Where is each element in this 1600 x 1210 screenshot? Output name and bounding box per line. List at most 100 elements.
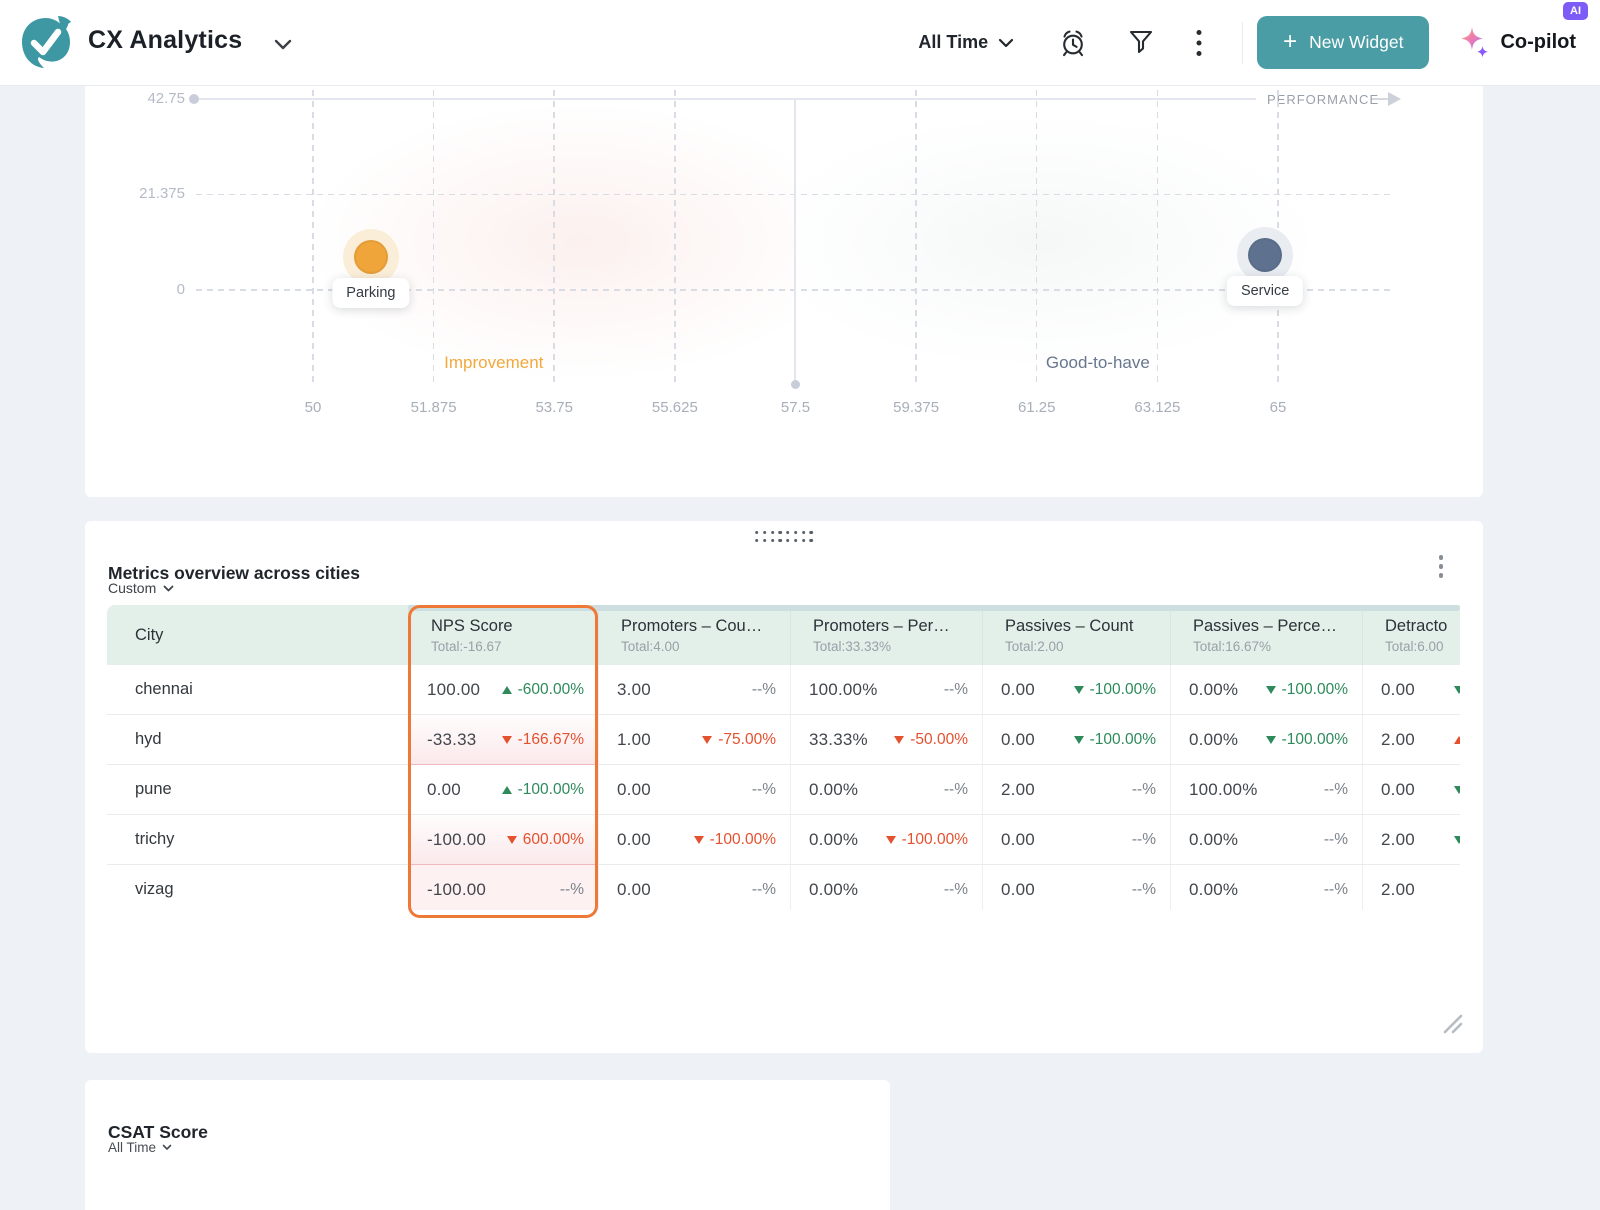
- column-label: NPS Score: [431, 616, 513, 635]
- column-header-4[interactable]: Passives – Count Total:2.00: [982, 605, 1170, 665]
- column-total: Total:16.67%: [1193, 638, 1272, 654]
- cell-value: 0.00%: [809, 779, 859, 799]
- column-label: City: [135, 625, 164, 644]
- csat-time-filter-dropdown[interactable]: All Time: [108, 1140, 172, 1155]
- table-row[interactable]: vizag -100.00 --% 0.00 --% 0.00% --% 0.00 --% 0.0…: [107, 865, 1460, 910]
- column-label: Detracto: [1385, 616, 1448, 635]
- cell-change: --%: [1324, 831, 1348, 849]
- table-cell: 0.00 -100.00%: [598, 815, 790, 864]
- cell-value: 0.00%: [809, 879, 859, 899]
- table-cell: 1.00 -75.00%: [598, 715, 790, 764]
- chevron-down-icon: [999, 38, 1014, 47]
- change-text: 600.00%: [522, 830, 584, 848]
- copilot-button[interactable]: Co-pilot AI: [1459, 1, 1588, 60]
- column-header-6[interactable]: Detracto Total:6.00: [1362, 605, 1460, 665]
- table-header-row: City NPS Score Total:-16.67 Promoters – Cou…: [107, 605, 1460, 665]
- new-widget-button[interactable]: + New Widget: [1257, 16, 1430, 69]
- arrow-down-icon: [1454, 685, 1460, 694]
- x-axis-title: PERFORMANCE: [1267, 92, 1380, 107]
- drag-handle-icon[interactable]: [755, 531, 813, 542]
- table-cell: 0.00% --%: [790, 765, 982, 814]
- cell-value: 0.00: [1001, 879, 1035, 899]
- cell-change: -100.00%: [501, 781, 584, 799]
- column-total: Total:-16.67: [431, 638, 502, 654]
- arrow-down-icon: [702, 735, 713, 744]
- time-filter-dropdown[interactable]: All Time: [918, 32, 1014, 53]
- x-tick-label: 55.625: [651, 399, 698, 416]
- cell-change: 600.00%: [506, 830, 584, 849]
- table-cell: 0.00 -100.00%: [408, 765, 598, 814]
- table-cell: 0.00% --%: [790, 865, 982, 910]
- cell-change: [1454, 785, 1460, 794]
- data-point-service[interactable]: [1248, 238, 1283, 273]
- header-divider: [1242, 21, 1244, 64]
- cell-change: -75.00%: [702, 731, 776, 749]
- table-cell: 0.00 --%: [982, 865, 1170, 910]
- arrow-down-icon: [1073, 685, 1084, 694]
- table-row[interactable]: chennai 100.00 -600.00% 3.00 --% 100.00% --% 0.…: [107, 665, 1460, 715]
- app-title: CX Analytics: [88, 26, 243, 54]
- change-text: --%: [751, 880, 776, 898]
- x-tick-label: 51.875: [410, 399, 457, 416]
- app-title-chevron-down-icon[interactable]: [274, 37, 292, 55]
- column-label: Passives – Count: [1005, 616, 1134, 635]
- more-options-icon[interactable]: [1196, 29, 1202, 57]
- cell-value: 3.00: [617, 679, 651, 699]
- table-cell: 0.00 --%: [982, 815, 1170, 864]
- column-header-0[interactable]: City: [107, 605, 408, 665]
- table-cell: 2.00: [1362, 815, 1460, 864]
- y-tick-label: 42.75: [147, 89, 185, 107]
- cell-value: 0.00: [1001, 679, 1035, 699]
- cell-change: --%: [944, 681, 968, 699]
- cell-change: -100.00%: [693, 830, 776, 849]
- column-header-5[interactable]: Passives – Perce… Total:16.67%: [1170, 605, 1362, 665]
- cell-value: 2.00: [1381, 829, 1415, 849]
- alerts-icon[interactable]: [1058, 28, 1088, 58]
- change-text: --%: [751, 680, 776, 698]
- app-logo-icon[interactable]: [18, 15, 74, 71]
- y-tick-label: 0: [176, 281, 185, 298]
- change-text: -100.00%: [1281, 730, 1348, 748]
- cell-value: 0.00: [427, 779, 461, 799]
- change-text: --%: [1131, 880, 1156, 898]
- metrics-table-widget: Metrics overview across cities Custom Ci…: [85, 521, 1483, 1053]
- gridline-vertical: [432, 90, 435, 384]
- cell-change: --%: [1324, 881, 1348, 899]
- range-selector-dropdown[interactable]: Custom: [108, 580, 174, 596]
- table-row[interactable]: trichy -100.00 600.00% 0.00 -100.00% 0.00% -10…: [107, 815, 1460, 865]
- gridline-vertical: [674, 90, 676, 384]
- table-cell: 0.00 --%: [598, 865, 790, 910]
- cell-value: -100.00: [427, 879, 487, 899]
- cell-value: -100.00: [427, 829, 487, 849]
- data-point-parking[interactable]: [353, 239, 388, 274]
- table-row[interactable]: pune 0.00 -100.00% 0.00 --% 0.00% --% 2.00 --% 10…: [107, 765, 1460, 815]
- widget-title: Metrics overview across cities: [108, 562, 360, 583]
- change-text: --%: [943, 880, 968, 898]
- table-cell: 0.00: [1362, 665, 1460, 714]
- change-text: --%: [1131, 830, 1156, 848]
- column-header-3[interactable]: Promoters – Per… Total:33.33%: [790, 605, 982, 665]
- table-scrollbar[interactable]: [408, 605, 1460, 611]
- column-header-2[interactable]: Promoters – Cou… Total:4.00: [598, 605, 790, 665]
- change-text: -100.00%: [1089, 730, 1156, 748]
- cell-value: 0.00: [1001, 729, 1035, 749]
- widget-menu-icon[interactable]: [1435, 551, 1448, 582]
- cell-change: -100.00%: [1265, 681, 1348, 699]
- axis-start-dot: [189, 94, 199, 104]
- arrow-down-icon: [894, 735, 905, 744]
- cell-value: 0.00: [1381, 679, 1415, 699]
- arrow-right-icon: [1388, 92, 1401, 106]
- filter-icon[interactable]: [1128, 29, 1154, 57]
- change-text: --%: [1323, 880, 1348, 898]
- column-header-1[interactable]: NPS Score Total:-16.67: [408, 605, 598, 665]
- resize-handle[interactable]: [1442, 1013, 1463, 1039]
- city-cell: trichy: [135, 830, 175, 848]
- arrow-down-icon: [693, 835, 704, 844]
- cell-change: -166.67%: [501, 731, 584, 749]
- table-row[interactable]: hyd -33.33 -166.67% 1.00 -75.00% 33.33% -50.00…: [107, 715, 1460, 765]
- table-cell: -33.33 -166.67%: [408, 715, 598, 765]
- city-cell: hyd: [135, 730, 162, 748]
- change-text: -100.00%: [709, 830, 776, 848]
- cell-change: --%: [1132, 831, 1156, 849]
- metrics-table-scroll-area[interactable]: City NPS Score Total:-16.67 Promoters – Cou…: [107, 605, 1460, 910]
